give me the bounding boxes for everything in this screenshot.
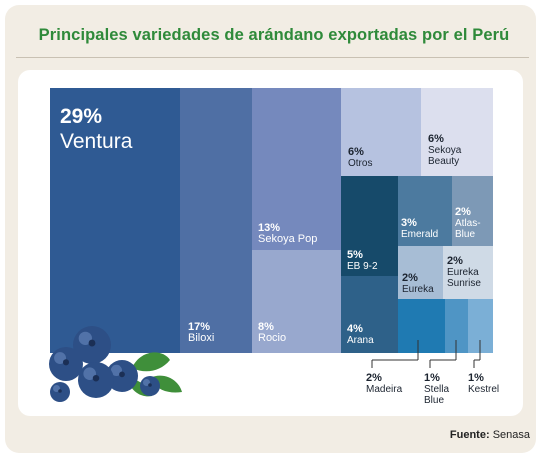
name-label-atlas-blue: Blue bbox=[455, 229, 475, 240]
blueberry-highlight bbox=[53, 385, 60, 392]
tile-sekoya-beauty bbox=[421, 88, 493, 176]
tile-sekoya-pop bbox=[252, 88, 341, 250]
label-arana: 4%Arana bbox=[347, 323, 374, 346]
value-label-madeira: 2% bbox=[366, 372, 382, 384]
name-label-biloxi: Biloxi bbox=[188, 332, 214, 344]
label-ventura: 29%Ventura bbox=[60, 105, 133, 153]
name-label-eureka-sunrise: Sunrise bbox=[447, 278, 481, 289]
callout-kestrel: 1%Kestrel bbox=[468, 340, 499, 395]
blueberry-crown bbox=[88, 339, 96, 347]
leaf-icon bbox=[150, 375, 182, 393]
value-label-kestrel: 1% bbox=[468, 372, 484, 384]
value-label-atlas-blue: 2% bbox=[455, 206, 471, 218]
name-label-sekoya-pop: Sekoya Pop bbox=[258, 233, 317, 245]
blueberries-illustration bbox=[49, 326, 182, 402]
tile-eureka-sunrise bbox=[443, 246, 493, 299]
source-label: Fuente: bbox=[449, 429, 490, 441]
blueberry-crown bbox=[58, 389, 62, 393]
tile-eureka bbox=[398, 246, 443, 299]
value-label-eureka-sunrise: 2% bbox=[447, 255, 463, 267]
tile-atlas-blue bbox=[452, 176, 493, 246]
value-label-eb-9-2: 5% bbox=[347, 249, 363, 261]
name-label-stella-blue: Stella bbox=[424, 384, 449, 395]
label-otros: 6%Otros bbox=[348, 146, 372, 169]
source-value: Senasa bbox=[492, 429, 530, 441]
callout-madeira: 2%Madeira bbox=[366, 340, 419, 395]
blueberry-crown bbox=[92, 374, 100, 382]
blueberry-highlight bbox=[78, 331, 92, 345]
tile-stella-blue bbox=[445, 299, 468, 353]
label-biloxi: 17%Biloxi bbox=[188, 321, 214, 344]
blueberry-crown bbox=[119, 371, 125, 378]
name-label-ventura: Ventura bbox=[60, 130, 133, 153]
tile-otros bbox=[341, 88, 421, 176]
value-label-arana: 4% bbox=[347, 323, 363, 335]
name-label-otros: Otros bbox=[348, 158, 372, 169]
name-label-sekoya-beauty: Sekoya bbox=[428, 145, 462, 156]
name-label-emerald: Emerald bbox=[401, 229, 438, 240]
value-label-sekoya-pop: 13% bbox=[258, 222, 280, 234]
tile-emerald bbox=[398, 176, 452, 246]
value-label-emerald: 3% bbox=[401, 217, 417, 229]
blueberry-highlight bbox=[143, 379, 150, 386]
label-sekoya-pop: 13%Sekoya Pop bbox=[258, 222, 317, 245]
value-label-sekoya-beauty: 6% bbox=[428, 133, 444, 145]
tile-arana bbox=[341, 276, 398, 353]
blueberry-highlight bbox=[83, 367, 96, 381]
name-label-eureka-sunrise: Eureka bbox=[447, 267, 479, 278]
label-rocio: 8%Rocio bbox=[258, 321, 286, 344]
chart-title: Principales variedades de arándano expor… bbox=[38, 26, 510, 44]
name-label-kestrel: Kestrel bbox=[468, 384, 499, 395]
name-label-eb-9-2: EB 9-2 bbox=[347, 261, 378, 272]
value-label-biloxi: 17% bbox=[188, 321, 210, 333]
name-label-madeira: Madeira bbox=[366, 384, 403, 395]
source-note: Fuente: Senasa bbox=[450, 429, 530, 441]
tile-rocio bbox=[252, 250, 341, 353]
tile-madeira bbox=[398, 299, 445, 353]
tile-biloxi bbox=[180, 88, 252, 353]
label-emerald: 3%Emerald bbox=[401, 217, 438, 240]
name-label-sekoya-beauty: Beauty bbox=[428, 156, 459, 167]
label-atlas-blue: 2%Atlas-Blue bbox=[455, 206, 481, 240]
blueberry-highlight bbox=[54, 352, 66, 364]
name-label-atlas-blue: Atlas- bbox=[455, 218, 481, 229]
blueberry-crown bbox=[62, 359, 70, 366]
value-label-ventura: 29% bbox=[60, 105, 102, 128]
blueberry-crown bbox=[148, 383, 152, 387]
name-label-rocio: Rocio bbox=[258, 332, 286, 344]
value-label-eureka: 2% bbox=[402, 272, 418, 284]
title-divider bbox=[16, 57, 529, 58]
value-label-rocio: 8% bbox=[258, 321, 274, 333]
name-label-stella-blue: Blue bbox=[424, 395, 444, 406]
blueberry-highlight bbox=[110, 364, 122, 376]
tile-eb-9-2 bbox=[341, 176, 398, 276]
name-label-arana: Arana bbox=[347, 335, 374, 346]
label-eureka: 2%Eureka bbox=[402, 272, 434, 295]
value-label-stella-blue: 1% bbox=[424, 372, 440, 384]
tile-ventura bbox=[50, 88, 180, 353]
value-label-otros: 6% bbox=[348, 146, 364, 158]
leaf-icon bbox=[132, 352, 170, 372]
label-eb-9-2: 5%EB 9-2 bbox=[347, 249, 378, 272]
name-label-eureka: Eureka bbox=[402, 284, 434, 295]
